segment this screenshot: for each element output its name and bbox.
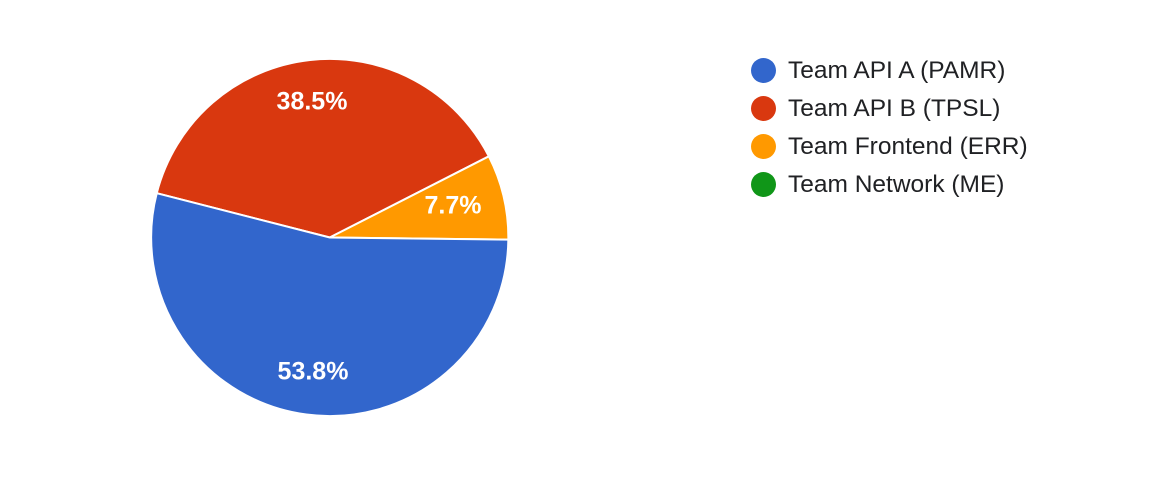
- svg-text:38.5%: 38.5%: [277, 88, 348, 116]
- svg-text:7.7%: 7.7%: [425, 192, 482, 220]
- svg-text:53.8%: 53.8%: [278, 358, 349, 386]
